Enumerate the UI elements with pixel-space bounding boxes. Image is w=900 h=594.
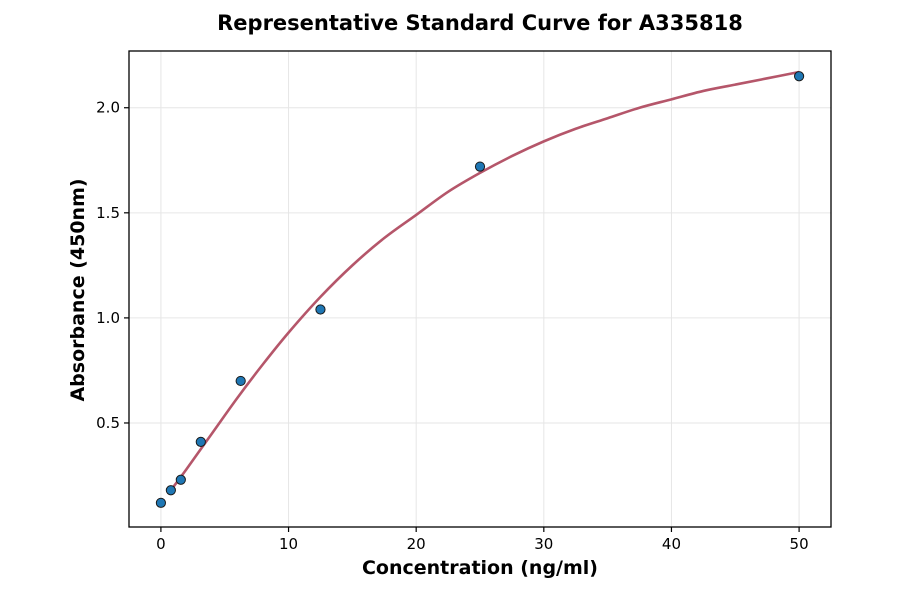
data-point — [165, 485, 176, 496]
x-axis-label: Concentration (ng/ml) — [362, 557, 598, 579]
y-axis-label: Absorbance (450nm) — [67, 178, 89, 401]
x-axis-ticks: 0 10 20 30 40 50 — [156, 527, 809, 553]
fit-curve-layer — [169, 70, 800, 491]
y-axis-ticks: 0.5 1.0 1.5 2.0 — [96, 99, 129, 432]
data-point — [175, 474, 186, 485]
data-points-layer — [155, 71, 805, 508]
data-point — [155, 497, 167, 508]
chart-title: Representative Standard Curve for A33581… — [217, 11, 743, 35]
plot-frame — [128, 50, 832, 528]
data-point — [195, 436, 206, 447]
data-point — [793, 71, 805, 82]
x-tick-label: 30 — [534, 535, 553, 553]
data-point — [315, 304, 326, 315]
x-tick-label: 20 — [407, 535, 426, 553]
x-tick-label: 0 — [156, 535, 166, 553]
y-tick-label: 1.0 — [96, 309, 120, 327]
x-tick-label: 40 — [662, 535, 681, 553]
y-tick-label: 1.5 — [96, 204, 120, 222]
data-point — [235, 375, 246, 387]
grid-lines — [129, 51, 831, 527]
data-point — [474, 161, 486, 172]
y-tick-label: 0.5 — [96, 414, 120, 432]
x-tick-label: 10 — [279, 535, 298, 553]
y-tick-label: 2.0 — [96, 99, 120, 117]
fit-curve-line — [169, 70, 800, 491]
x-tick-label: 50 — [790, 535, 809, 553]
